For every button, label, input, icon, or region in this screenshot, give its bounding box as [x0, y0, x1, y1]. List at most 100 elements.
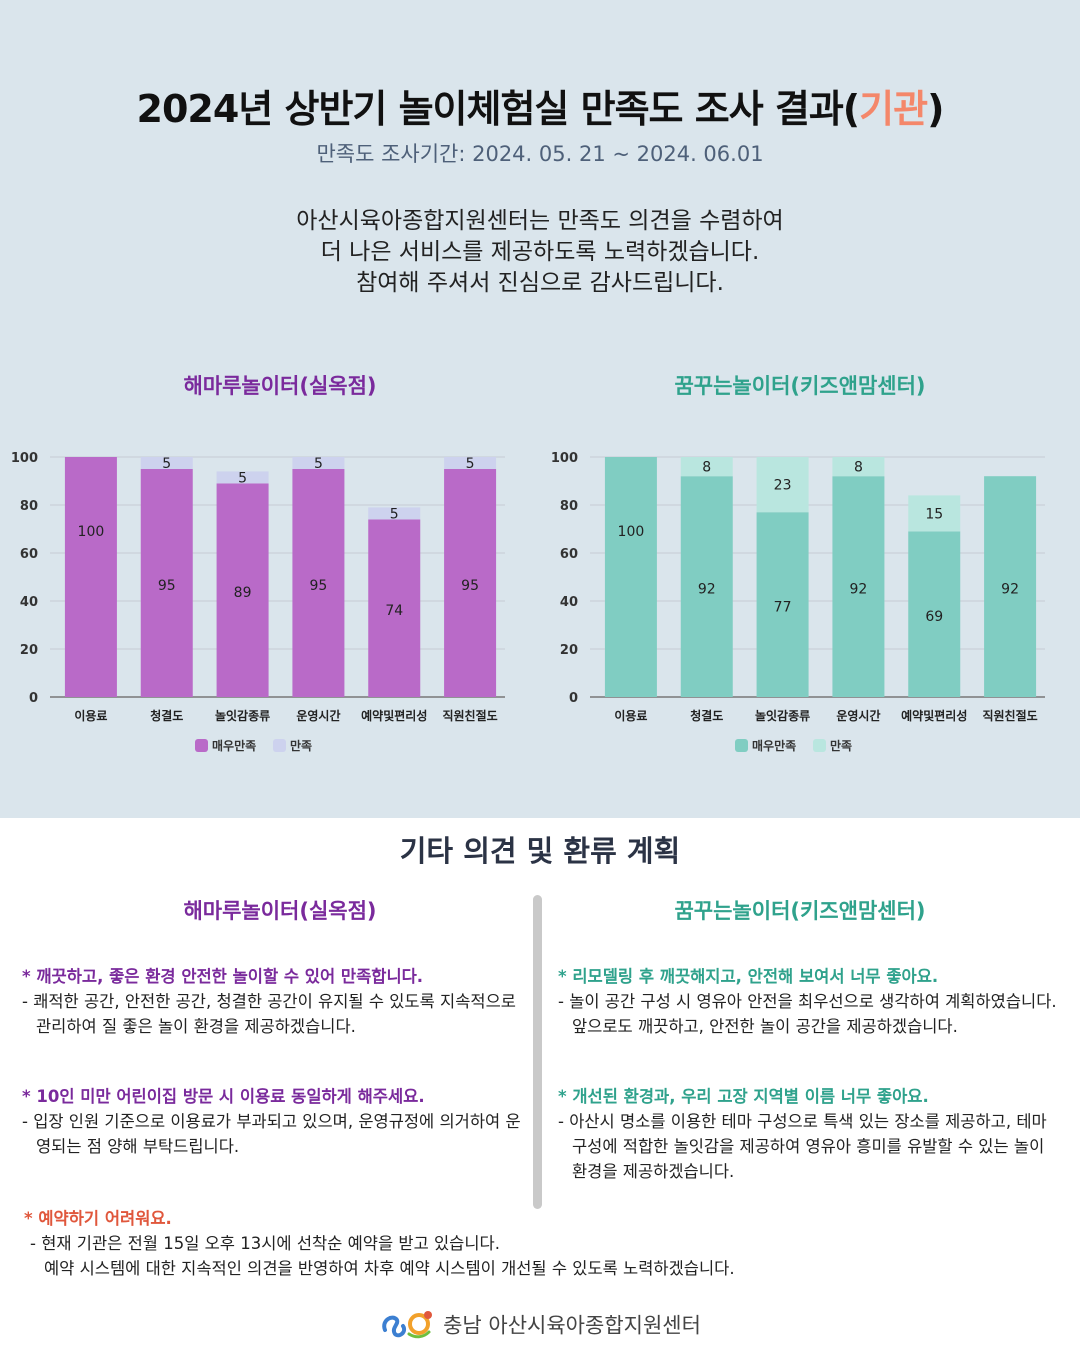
- opinions-title: 기타 의견 및 환류 계획: [399, 834, 681, 868]
- chart-haemaru: 0 20 40 60 80 100 100 이용료 5 95 청결도 5 89 놀잇감종류 5 95 운영시간 5…: [11, 451, 505, 753]
- survey-period: 만족도 조사기간: 2024. 05. 21 ~ 2024. 06.01: [316, 142, 764, 166]
- column-divider: [533, 895, 542, 1209]
- footer: 충남 아산시육아종합지원센터: [0, 1308, 1080, 1345]
- intro-line: 더 나은 서비스를 제공하도록 노력하겠습니다.: [320, 239, 760, 265]
- bar-very-satisfied: [444, 469, 497, 697]
- opinion-answer: - 아산시 명소를 이용한 테마 구성으로 특색 있는 장소를 제공하고, 테마…: [558, 1112, 1047, 1181]
- data-label-satisfied: 23: [774, 478, 792, 494]
- x-tick-label: 놀잇감종류: [755, 708, 810, 723]
- y-tick-label: 20: [560, 643, 578, 658]
- opinion-answer: - 쾌적한 공간, 안전한 공간, 청결한 공간이 유지될 수 있도록 지속적으…: [22, 992, 516, 1036]
- legend-swatch-satisfied: [273, 739, 286, 752]
- y-tick-label: 100: [11, 451, 38, 466]
- x-tick-label: 이용료: [74, 708, 107, 723]
- data-label-very-satisfied: 69: [925, 609, 943, 625]
- data-label-satisfied: 5: [238, 470, 247, 486]
- data-label-very-satisfied: 95: [310, 578, 328, 594]
- data-label-very-satisfied: 100: [78, 524, 105, 540]
- opinion-answer: 예약 시스템에 대한 지속적인 의견을 반영하여 차후 예약 시스템이 개선될 …: [44, 1259, 735, 1278]
- legend-label: 만족: [290, 738, 312, 753]
- data-label-very-satisfied: 74: [385, 603, 403, 619]
- opinion-question: * 10인 미만 어린이집 방문 시 이용료 동일하게 해주세요.: [22, 1087, 425, 1106]
- opinion-question: * 리모델링 후 깨끗해지고, 안전해 보여서 너무 좋아요.: [558, 967, 939, 986]
- bar-satisfied: [680, 457, 733, 477]
- x-tick-label: 놀잇감종류: [215, 708, 270, 723]
- bar-satisfied: [444, 457, 497, 469]
- data-label-very-satisfied: 100: [618, 524, 645, 540]
- data-label-satisfied: 15: [925, 506, 943, 522]
- bar-satisfied: [756, 457, 809, 513]
- page-title: 2024년 상반기 놀이체험실 만족도 조사 결과(기관): [136, 87, 945, 131]
- data-label-very-satisfied: 92: [1001, 582, 1019, 598]
- bar-very-satisfied: [604, 457, 657, 697]
- opinion-answer: - 현재 기관은 전월 15일 오후 13시에 선착순 예약을 받고 있습니다.: [30, 1234, 500, 1253]
- opinion-item: * 리모델링 후 깨끗해지고, 안전해 보여서 너무 좋아요. - 놀이 공간 …: [558, 964, 1068, 1039]
- x-tick-label: 운영시간: [296, 708, 340, 723]
- bar-satisfied: [908, 495, 961, 532]
- data-label-satisfied: 5: [466, 456, 475, 472]
- bar-very-satisfied: [832, 476, 885, 697]
- opinion-question: * 예약하기 어려워요.: [24, 1209, 172, 1228]
- data-label-very-satisfied: 95: [158, 578, 176, 594]
- data-label-satisfied: 5: [162, 456, 171, 472]
- opinion-answer: - 놀이 공간 구성 시 영유아 안전을 최우선으로 생각하여 계획하였습니다.…: [558, 992, 1057, 1036]
- data-label-satisfied: 5: [314, 456, 323, 472]
- data-label-very-satisfied: 89: [234, 585, 252, 601]
- y-tick-label: 60: [20, 547, 38, 562]
- bar-very-satisfied: [140, 469, 193, 697]
- x-tick-label: 청결도: [690, 708, 723, 723]
- opinion-item-reservation: * 예약하기 어려워요. - 현재 기관은 전월 15일 오후 13시에 선착순…: [24, 1206, 1064, 1281]
- opinions-left-title: 해마루놀이터(실옥점): [183, 899, 377, 923]
- x-tick-label: 예약및편리성: [361, 708, 427, 723]
- y-tick-label: 0: [29, 691, 38, 706]
- y-tick-label: 80: [20, 499, 38, 514]
- data-label-very-satisfied: 95: [461, 578, 479, 594]
- data-label-very-satisfied: 92: [850, 582, 868, 598]
- legend-swatch-very-satisfied: [735, 739, 748, 752]
- bar-satisfied: [216, 471, 269, 484]
- legend-label: 매우만족: [212, 738, 256, 753]
- y-tick-label: 60: [560, 547, 578, 562]
- bar-very-satisfied: [680, 476, 733, 697]
- center-logo-icon: [379, 1308, 435, 1345]
- data-label-satisfied: 5: [390, 506, 399, 522]
- x-tick-label: 직원친절도: [982, 708, 1037, 723]
- bar-satisfied: [368, 507, 421, 520]
- opinion-answer: - 입장 인원 기준으로 이용료가 부과되고 있으며, 운영규정에 의거하여 운…: [22, 1112, 521, 1156]
- y-tick-label: 20: [20, 643, 38, 658]
- chart-kkumkkuneun: 0 20 40 60 80 100 100 이용료 8 92 청결도 23 77 놀잇감종류 8 92 운영시간…: [551, 451, 1045, 753]
- y-tick-label: 40: [20, 595, 38, 610]
- legend-swatch-satisfied: [813, 739, 826, 752]
- intro-line: 아산시육아종합지원센터는 만족도 의견을 수렴하여: [296, 208, 784, 234]
- data-label-satisfied: 8: [702, 460, 711, 476]
- y-tick-label: 40: [560, 595, 578, 610]
- legend-swatch-very-satisfied: [195, 739, 208, 752]
- bar-very-satisfied: [756, 512, 809, 697]
- data-label-satisfied: 8: [854, 460, 863, 476]
- y-tick-label: 100: [551, 451, 578, 466]
- opinion-question: * 개선된 환경과, 우리 고장 지역별 이름 너무 좋아요.: [558, 1087, 929, 1106]
- chart-title-kkumkkuneun: 꿈꾸는놀이터(키즈앤맘센터): [674, 374, 926, 398]
- x-tick-label: 이용료: [614, 708, 647, 723]
- opinion-item: * 깨끗하고, 좋은 환경 안전한 놀이할 수 있어 만족합니다. - 쾌적한 …: [22, 964, 522, 1039]
- bar-very-satisfied: [368, 519, 421, 697]
- opinion-question: * 깨끗하고, 좋은 환경 안전한 놀이할 수 있어 만족합니다.: [22, 967, 424, 986]
- y-tick-label: 0: [569, 691, 578, 706]
- bar-very-satisfied: [908, 531, 961, 697]
- bar-satisfied: [292, 457, 345, 469]
- y-tick-label: 80: [560, 499, 578, 514]
- intro-line: 참여해 주셔서 진심으로 감사드립니다.: [356, 270, 724, 296]
- bar-very-satisfied: [984, 476, 1037, 697]
- data-label-very-satisfied: 77: [774, 600, 792, 616]
- legend-label: 매우만족: [752, 738, 796, 753]
- bar-satisfied: [832, 457, 885, 477]
- bar-very-satisfied: [292, 469, 345, 697]
- bar-very-satisfied: [216, 483, 269, 697]
- opinion-item: * 개선된 환경과, 우리 고장 지역별 이름 너무 좋아요. - 아산시 명소…: [558, 1084, 1058, 1184]
- intro-text: 아산시육아종합지원센터는 만족도 의견을 수렴하여 더 나은 서비스를 제공하도…: [0, 206, 1080, 299]
- chart-title-haemaru: 해마루놀이터(실옥점): [183, 374, 377, 398]
- legend-label: 만족: [830, 738, 852, 753]
- opinions-right-title: 꿈꾸는놀이터(키즈앤맘센터): [674, 899, 926, 923]
- opinion-item: * 10인 미만 어린이집 방문 시 이용료 동일하게 해주세요. - 입장 인…: [22, 1084, 522, 1159]
- x-tick-label: 예약및편리성: [901, 708, 967, 723]
